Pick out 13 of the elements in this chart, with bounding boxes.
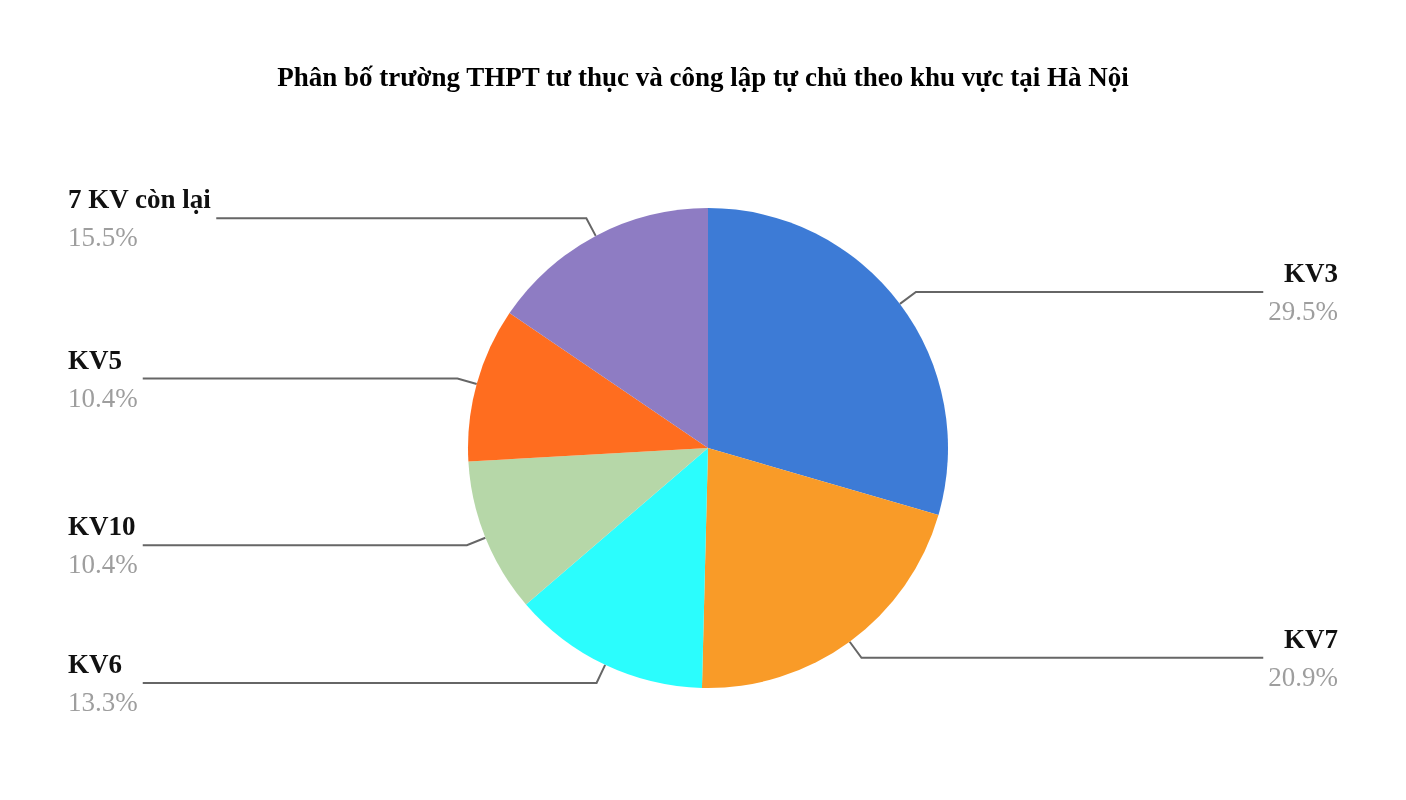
data-label: 10.4% xyxy=(68,382,138,413)
slice-label: KV7 xyxy=(1284,623,1338,654)
slice-label: KV3 xyxy=(1284,257,1338,288)
data-label: 15.5% xyxy=(68,222,138,253)
slice-label: 7 KV còn lại xyxy=(68,184,212,215)
data-label: 29.5% xyxy=(1268,295,1338,326)
data-label: 20.9% xyxy=(1268,661,1338,692)
data-label: 13.3% xyxy=(68,686,138,717)
slice-label: KV6 xyxy=(68,648,122,679)
slice-label: KV10 xyxy=(68,511,136,542)
chart-title: Phân bố trường THPT tư thục và công lập tự chủ theo khu vực tại Hà Nội xyxy=(277,61,1130,92)
slice-label: KV5 xyxy=(68,344,122,375)
data-label: 10.4% xyxy=(68,549,138,580)
